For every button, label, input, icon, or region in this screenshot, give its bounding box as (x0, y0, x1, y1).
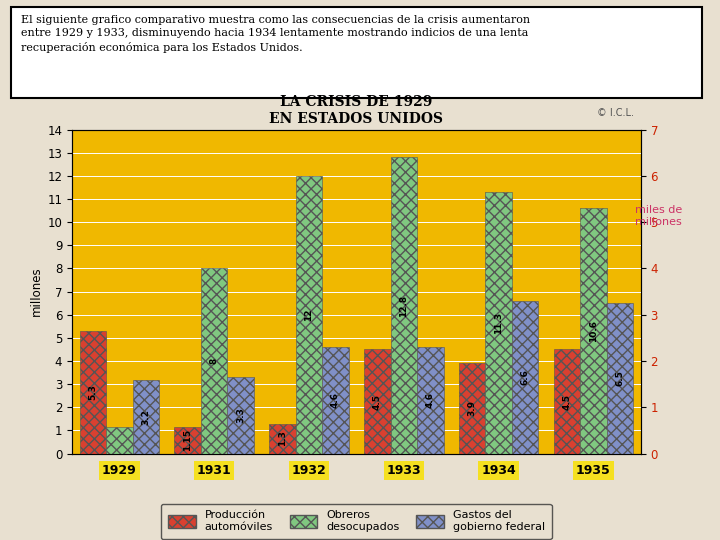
Text: 1.15: 1.15 (183, 429, 192, 451)
Text: miles de
millones: miles de millones (635, 205, 683, 227)
Bar (459, 363, 485, 454)
Bar (417, 347, 444, 454)
Text: 3.2: 3.2 (141, 409, 150, 424)
Legend: Producción
automóviles, Obreros
desocupados, Gastos del
gobierno federal: Producción automóviles, Obreros desocupa… (161, 504, 552, 539)
Text: 8: 8 (210, 358, 219, 364)
Bar (269, 423, 296, 454)
Text: 10.6: 10.6 (589, 320, 598, 342)
FancyBboxPatch shape (11, 7, 702, 98)
Bar (580, 208, 607, 454)
Bar (201, 268, 228, 454)
Text: 4.5: 4.5 (562, 394, 572, 409)
Text: 6.6: 6.6 (521, 369, 530, 385)
Text: 1.3: 1.3 (278, 430, 287, 447)
Text: 6.5: 6.5 (616, 370, 624, 386)
Text: El siguiente grafico comparativo muestra como las consecuencias de la crisis aum: El siguiente grafico comparativo muestra… (21, 15, 531, 53)
Bar (554, 349, 580, 454)
Text: © I.C.L.: © I.C.L. (597, 108, 634, 118)
Bar (80, 331, 106, 454)
Bar (364, 349, 390, 454)
Bar (323, 347, 348, 454)
Bar (512, 301, 539, 454)
Bar (485, 192, 512, 454)
Bar (174, 427, 201, 454)
Text: 4.6: 4.6 (426, 393, 435, 408)
Bar (106, 427, 132, 454)
Text: 3.9: 3.9 (467, 401, 477, 416)
Text: 3.3: 3.3 (236, 408, 246, 423)
Text: 4.6: 4.6 (331, 393, 340, 408)
Text: 11.3: 11.3 (494, 312, 503, 334)
Bar (607, 303, 633, 454)
Bar (228, 377, 254, 454)
Y-axis label: millones: millones (30, 267, 43, 316)
Title: LA CRISIS DE 1929
EN ESTADOS UNIDOS: LA CRISIS DE 1929 EN ESTADOS UNIDOS (269, 96, 444, 126)
Text: 12: 12 (305, 308, 313, 321)
Bar (390, 157, 417, 454)
Bar (132, 380, 159, 454)
Bar (296, 176, 323, 454)
Text: 5.3: 5.3 (89, 384, 97, 400)
Text: 12.8: 12.8 (400, 294, 408, 316)
Text: 4.5: 4.5 (373, 394, 382, 409)
